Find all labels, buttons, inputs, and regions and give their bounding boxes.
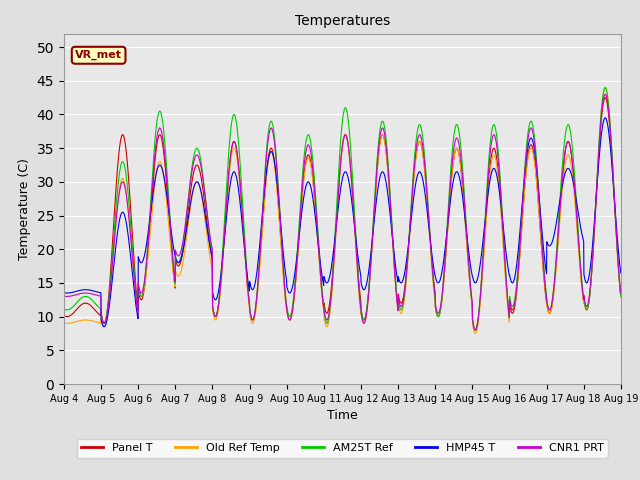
Legend: Panel T, Old Ref Temp, AM25T Ref, HMP45 T, CNR1 PRT: Panel T, Old Ref Temp, AM25T Ref, HMP45 …	[77, 439, 608, 457]
Title: Temperatures: Temperatures	[295, 14, 390, 28]
X-axis label: Time: Time	[327, 409, 358, 422]
Text: VR_met: VR_met	[75, 50, 122, 60]
Y-axis label: Temperature (C): Temperature (C)	[18, 158, 31, 260]
